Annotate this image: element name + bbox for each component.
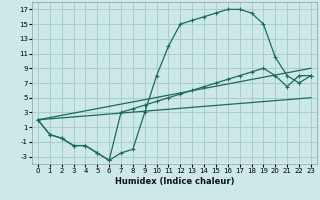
X-axis label: Humidex (Indice chaleur): Humidex (Indice chaleur) xyxy=(115,177,234,186)
